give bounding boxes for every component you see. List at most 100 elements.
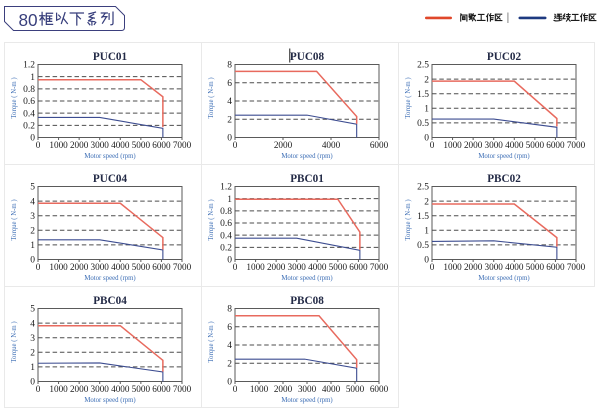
svg-text:2000: 2000 [274,384,293,394]
svg-text:4: 4 [227,97,232,107]
svg-text:PBC08: PBC08 [290,295,324,307]
svg-text:0: 0 [30,378,35,388]
svg-text:3: 3 [30,334,35,344]
svg-text:5000: 5000 [132,140,151,150]
svg-text:5000: 5000 [526,262,545,272]
svg-text:2.5: 2.5 [417,61,429,71]
svg-text:2: 2 [227,359,232,369]
svg-text:1: 1 [424,227,429,237]
svg-text:PUC08: PUC08 [290,51,325,63]
svg-text:2: 2 [30,349,35,359]
svg-text:Motor speed (rpm): Motor speed (rpm) [478,153,529,160]
svg-text:0: 0 [233,262,238,272]
svg-text:4000: 4000 [111,384,130,394]
svg-text:Torque ( N-m ): Torque ( N-m ) [208,199,215,240]
svg-text:1: 1 [424,105,429,115]
svg-text:0: 0 [30,256,35,266]
svg-text:6000: 6000 [370,384,389,394]
svg-text:0: 0 [233,140,238,150]
svg-text:8: 8 [227,305,232,315]
svg-text:2: 2 [424,197,429,207]
svg-text:6000: 6000 [152,262,171,272]
svg-text:1000: 1000 [49,384,68,394]
svg-text:6000: 6000 [152,384,171,394]
svg-text:8: 8 [227,61,232,71]
svg-text:5000: 5000 [346,384,365,394]
svg-text:Torque ( N-m ): Torque ( N-m ) [11,77,18,118]
svg-text:0: 0 [233,384,238,394]
svg-text:7000: 7000 [173,140,192,150]
svg-text:5000: 5000 [526,140,545,150]
svg-text:1000: 1000 [443,262,462,272]
svg-text:1.5: 1.5 [417,212,429,222]
svg-text:4000: 4000 [111,262,130,272]
svg-text:80: 80 [19,10,38,30]
svg-text:Motor speed (rpm): Motor speed (rpm) [281,397,332,404]
svg-text:0: 0 [30,134,35,144]
svg-text:4000: 4000 [111,140,130,150]
svg-text:0.4: 0.4 [23,109,35,119]
svg-text:1: 1 [227,195,232,205]
svg-text:7000: 7000 [173,262,192,272]
svg-text:4000: 4000 [505,140,524,150]
svg-text:1: 1 [30,73,35,83]
svg-text:0: 0 [36,384,41,394]
svg-text:0: 0 [227,378,232,388]
svg-text:1.2: 1.2 [23,61,35,71]
svg-text:0: 0 [227,134,232,144]
svg-text:3000: 3000 [91,262,110,272]
svg-text:2: 2 [424,75,429,85]
svg-text:4: 4 [30,197,35,207]
svg-text:1: 1 [30,241,35,251]
svg-text:PBC01: PBC01 [290,173,324,185]
svg-text:2000: 2000 [70,140,89,150]
svg-text:6000: 6000 [152,140,171,150]
svg-text:6000: 6000 [546,140,565,150]
svg-text:1.2: 1.2 [220,183,232,193]
svg-text:6000: 6000 [546,262,565,272]
svg-text:6: 6 [227,323,232,333]
svg-text:Motor speed (rpm): Motor speed (rpm) [478,275,529,282]
svg-text:5000: 5000 [132,262,151,272]
svg-text:0: 0 [424,256,429,266]
svg-text:PUC04: PUC04 [93,173,128,185]
svg-text:0.2: 0.2 [220,244,232,254]
svg-text:Torque ( N-m ): Torque ( N-m ) [208,321,215,362]
svg-text:1000: 1000 [49,262,68,272]
svg-text:Torque ( N-m ): Torque ( N-m ) [11,321,18,362]
svg-text:7000: 7000 [173,384,192,394]
svg-text:0: 0 [430,140,435,150]
svg-text:2000: 2000 [274,140,293,150]
svg-text:2: 2 [30,227,35,237]
svg-text:Motor speed (rpm): Motor speed (rpm) [84,275,135,282]
svg-text:4: 4 [30,319,35,329]
svg-text:1000: 1000 [443,140,462,150]
svg-text:2000: 2000 [464,140,483,150]
svg-text:2.5: 2.5 [417,183,429,193]
svg-text:0: 0 [430,262,435,272]
svg-text:5: 5 [30,305,35,315]
svg-text:0.5: 0.5 [417,119,429,129]
svg-text:4000: 4000 [308,262,327,272]
svg-text:Motor speed (rpm): Motor speed (rpm) [281,275,332,282]
svg-text:0.8: 0.8 [23,85,35,95]
svg-text:7000: 7000 [370,262,389,272]
svg-text:2000: 2000 [70,384,89,394]
svg-text:0.5: 0.5 [417,241,429,251]
svg-text:5000: 5000 [329,262,348,272]
svg-text:7000: 7000 [567,262,586,272]
svg-text:0.6: 0.6 [23,97,35,107]
svg-text:2000: 2000 [70,262,89,272]
svg-text:4: 4 [227,341,232,351]
svg-text:4000: 4000 [322,384,341,394]
svg-text:2000: 2000 [267,262,286,272]
svg-text:0.8: 0.8 [220,207,232,217]
svg-text:PBC02: PBC02 [487,173,521,185]
svg-text:0.2: 0.2 [23,122,35,132]
svg-text:3000: 3000 [298,384,317,394]
svg-text:1000: 1000 [250,384,269,394]
svg-text:Torque ( N-m ): Torque ( N-m ) [208,77,215,118]
svg-text:3000: 3000 [288,262,307,272]
svg-text:Motor speed (rpm): Motor speed (rpm) [84,153,135,160]
svg-text:3000: 3000 [91,140,110,150]
